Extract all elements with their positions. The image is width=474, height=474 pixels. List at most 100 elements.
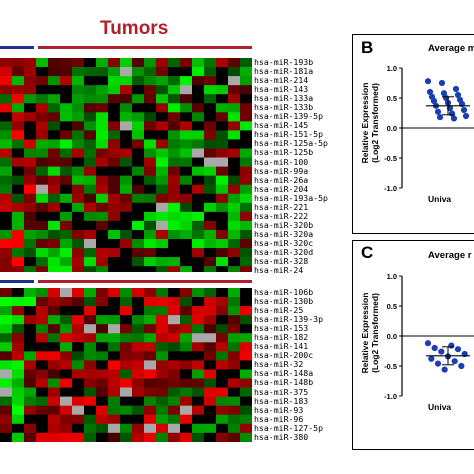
bottom-heat-cell	[84, 369, 96, 379]
top-heat-cell	[240, 248, 252, 258]
top-heat-cell	[180, 220, 192, 231]
top-label: hsa-miR-181a	[254, 66, 314, 77]
bottom-heat-cell	[168, 297, 180, 307]
bottom-heat-cell	[240, 315, 252, 325]
top-heat-cell	[228, 148, 240, 158]
top-heat-cell	[120, 130, 132, 140]
top-heat-cell	[132, 58, 144, 68]
bottom-heat-cell	[24, 369, 36, 379]
top-heat-cell	[36, 67, 48, 77]
top-heat-cell	[240, 139, 252, 149]
top-heat-cell	[156, 229, 168, 240]
bottom-heat-cell	[84, 297, 96, 307]
top-heat-cell	[144, 148, 156, 158]
bottom-heat-cell	[156, 396, 168, 406]
top-heat-cell	[60, 193, 72, 204]
top-heat-cell	[144, 193, 156, 204]
bottom-heat-cell	[228, 396, 240, 406]
bottom-heat-cell	[48, 405, 60, 415]
bottom-heat-cell	[132, 351, 144, 361]
top-heat-cell	[216, 257, 228, 267]
top-heat-cell	[84, 239, 96, 249]
top-heat-cell	[204, 248, 216, 258]
bottom-heat-cell	[24, 315, 36, 325]
bottom-heat-cell	[72, 351, 84, 361]
bottom-heat-cell	[204, 324, 216, 334]
bottom-heat-cell	[216, 333, 228, 343]
bottom-heat-cell	[60, 333, 72, 343]
bottom-heat-cell	[216, 423, 228, 434]
top-heat-cell	[156, 248, 168, 258]
top-heat-cell	[36, 211, 48, 222]
top-heat-cell	[144, 76, 156, 86]
bottom-heat-cell	[108, 396, 120, 406]
bottom-heat-cell	[60, 387, 72, 397]
bottom-label: hsa-miR-375	[254, 386, 309, 397]
top-heat-cell	[240, 130, 252, 140]
bottom-heat-cell	[24, 324, 36, 334]
bottom-heat-cell	[192, 387, 204, 397]
top-heat-cell	[156, 211, 168, 222]
top-heat-cell	[180, 94, 192, 104]
bottom-heat-cell	[108, 288, 120, 298]
top-heat-cell	[192, 103, 204, 113]
bottom-heat-cell	[228, 297, 240, 307]
top-heat-cell	[84, 121, 96, 131]
top-label: hsa-miR-145	[254, 120, 309, 131]
top-heat-cell	[108, 211, 120, 222]
top-heat-cell	[228, 239, 240, 249]
bottom-heat-cell	[12, 351, 24, 361]
top-heat-cell	[84, 184, 96, 195]
bottom-heat-cell	[168, 324, 180, 334]
top-heat-cell	[48, 85, 60, 95]
bottom-heat-cell	[96, 396, 108, 406]
top-heat-cell	[132, 121, 144, 131]
bottom-heat-cell	[24, 297, 36, 307]
bottom-heat-cell	[204, 297, 216, 307]
top-heat-cell	[120, 58, 132, 68]
top-heat-cell	[204, 266, 216, 272]
top-heat-cell	[12, 130, 24, 140]
heatmap-bottom	[0, 288, 252, 442]
top-heat-cell	[60, 184, 72, 195]
top-heat-cell	[228, 112, 240, 122]
bottom-heat-cell	[180, 297, 192, 307]
top-heat-cell	[144, 103, 156, 113]
top-heat-cell	[36, 103, 48, 113]
top-heat-cell	[120, 266, 132, 272]
top-heat-cell	[72, 58, 84, 68]
top-heat-cell	[72, 166, 84, 176]
bottom-heat-cell	[48, 324, 60, 334]
bottom-heat-cell	[120, 351, 132, 361]
bottom-heat-cell	[180, 369, 192, 379]
data-point	[448, 342, 455, 349]
top-heat-cell	[72, 157, 84, 167]
top-heat-cell	[156, 166, 168, 176]
top-heat-cell	[156, 266, 168, 272]
top-heat-cell	[0, 229, 12, 240]
bottom-heat-cell	[192, 333, 204, 343]
bottom-heat-cell	[0, 378, 12, 388]
bottom-heat-cell	[12, 405, 24, 415]
top-heat-cell	[48, 175, 60, 185]
top-heat-cell	[180, 121, 192, 131]
top-heat-cell	[228, 166, 240, 176]
bottom-heat-cell	[144, 405, 156, 415]
bottom-heat-cell	[144, 288, 156, 298]
bottom-heat-cell	[84, 288, 96, 298]
top-heat-cell	[156, 257, 168, 267]
bottom-heat-cell	[36, 414, 48, 425]
top-heat-cell	[60, 148, 72, 158]
bottom-heat-cell	[96, 324, 108, 334]
bottom-heat-cell	[12, 432, 24, 442]
bottom-heat-cell	[0, 396, 12, 406]
bottom-heat-cell	[12, 324, 24, 334]
bottom-heat-cell	[240, 297, 252, 307]
bottom-heat-cell	[216, 378, 228, 388]
top-heat-cell	[204, 85, 216, 95]
data-point	[438, 348, 445, 355]
top-heat-cell	[180, 257, 192, 267]
top-heat-cell	[120, 166, 132, 176]
top-label: hsa-miR-204	[254, 183, 309, 194]
bottom-heat-cell	[12, 315, 24, 325]
